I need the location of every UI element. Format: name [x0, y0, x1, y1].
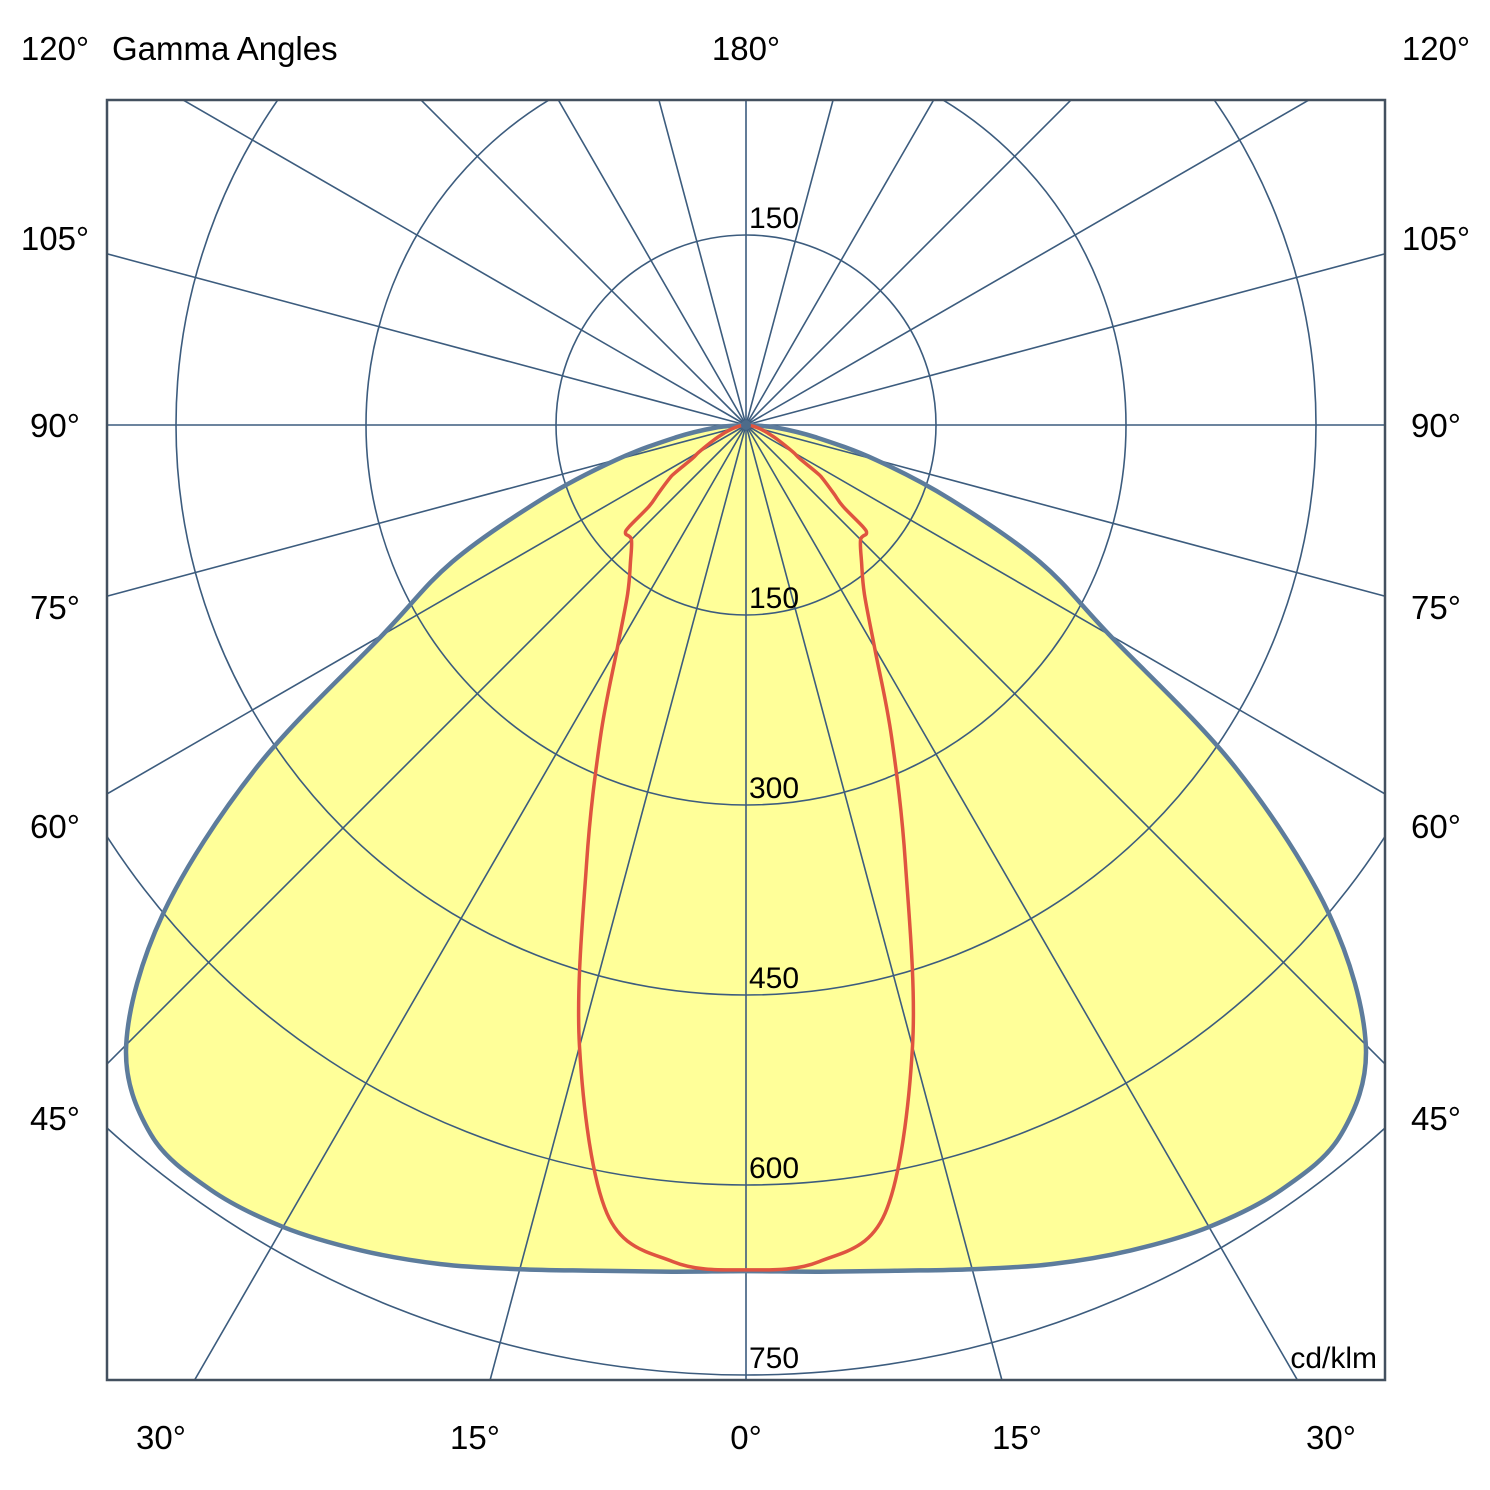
grid-spoke-30: [745, 424, 1299, 1380]
unit-label: cd/klm: [1290, 1342, 1377, 1375]
ring-label-750: 750: [749, 1342, 799, 1375]
angle-label-bottom-2: 0°: [730, 1419, 762, 1456]
angle-label-right-4: 60°: [1411, 808, 1461, 845]
grid-spoke-285: [107, 424, 747, 598]
grid-spoke-240: [181, 100, 747, 426]
angle-label-left-0: 120°: [21, 30, 89, 67]
angle-label-left-1: 105°: [21, 220, 89, 257]
angle-label-left-5: 45°: [30, 1100, 80, 1137]
grid-spoke-210: [557, 100, 747, 426]
grid-spoke-195: [658, 100, 747, 426]
intensity-curves: [123, 420, 1369, 1274]
ring-label-150: 150: [749, 582, 799, 615]
angle-label-left-2: 90°: [30, 407, 80, 444]
grid-spoke-315: [107, 424, 747, 1066]
plot-frame: [105, 98, 1387, 1382]
angle-label-bottom-3: 15°: [992, 1419, 1042, 1456]
grid-spoke-150: [745, 100, 935, 426]
grid-spoke-225: [419, 100, 747, 426]
grid-spoke-135: [745, 100, 1073, 426]
angle-label-right-2: 90°: [1411, 407, 1461, 444]
grid-spoke-165: [745, 100, 834, 426]
angle-label-180: 180°: [712, 30, 780, 67]
angle-label-right-1: 105°: [1402, 220, 1470, 257]
ring-label-600: 600: [749, 1152, 799, 1185]
grid-spoke-75: [745, 424, 1385, 598]
angle-label-left-4: 60°: [30, 808, 80, 845]
angle-label-bottom-1: 15°: [450, 1419, 500, 1456]
angle-label-right-0: 120°: [1402, 30, 1470, 67]
c90-c270-curve: [576, 423, 916, 1272]
grid-spoke-60: [745, 424, 1385, 795]
pole-dot: [741, 420, 751, 430]
chart-title: Gamma Angles: [112, 30, 338, 67]
axis-labels: Gamma Angles 180° cd/klm 120° 105° 90° 75° 6…: [21, 30, 1470, 1456]
angle-label-bottom-0: 30°: [136, 1419, 186, 1456]
grid-spoke-345: [489, 424, 747, 1380]
ring-label-300: 300: [749, 772, 799, 805]
grid-spoke-120: [745, 100, 1311, 426]
angle-label-left-3: 75°: [30, 589, 80, 626]
grid-spoke-105: [745, 252, 1385, 426]
angle-label-right-5: 45°: [1411, 1100, 1461, 1137]
angle-label-bottom-4: 30°: [1306, 1419, 1356, 1456]
grid-spoke-15: [745, 424, 1003, 1380]
grid-spoke-255: [107, 252, 747, 426]
grid-spoke-330: [193, 424, 747, 1380]
angle-label-right-3: 75°: [1411, 589, 1461, 626]
grid-spoke-45: [745, 424, 1385, 1066]
ring-label-top-150: 150: [749, 202, 799, 235]
ring-label-450: 450: [749, 962, 799, 995]
grid-spoke-300: [107, 424, 747, 795]
